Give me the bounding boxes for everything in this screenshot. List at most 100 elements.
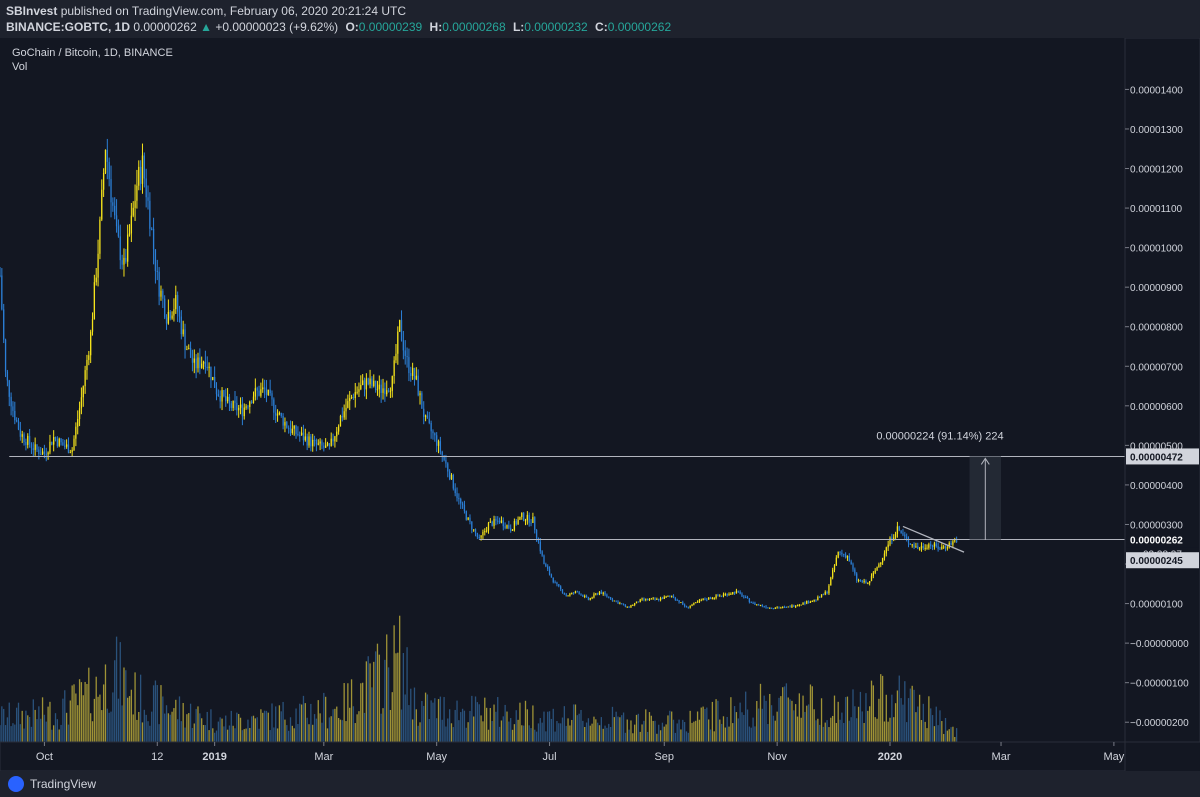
volume-bar <box>678 719 680 742</box>
candle-body <box>930 544 932 546</box>
chart-area[interactable]: 0.00000224 (91.14%) 224 0.00001400 0.0000… <box>0 37 1200 772</box>
volume-bar <box>234 728 236 742</box>
volume-bar <box>609 727 612 742</box>
author-name[interactable]: SBInvest <box>6 4 58 18</box>
volume-bar <box>602 728 604 742</box>
volume-bar <box>473 716 475 742</box>
candle-body <box>695 602 697 604</box>
candle-body <box>696 601 699 603</box>
candle-body <box>19 429 22 437</box>
candle-body <box>711 598 714 600</box>
candle-body <box>428 418 430 423</box>
volume-bar <box>545 731 547 742</box>
candle-body <box>49 441 51 453</box>
volume-bar <box>891 694 893 742</box>
candle-body <box>110 179 112 203</box>
candle-body <box>421 393 423 409</box>
volume-bar <box>247 719 249 742</box>
candle-body <box>254 388 256 397</box>
volume-bar <box>569 725 571 742</box>
candle-body <box>328 443 331 446</box>
volume-bar <box>735 712 738 742</box>
volume-bar <box>47 706 49 742</box>
volume-bar <box>204 725 207 742</box>
candle-body <box>391 376 393 391</box>
candle-body <box>591 597 593 599</box>
candle-body <box>130 215 133 234</box>
candle-body <box>141 155 144 184</box>
candle-body <box>630 605 632 608</box>
candle-body <box>28 435 31 445</box>
volume-bar <box>839 719 841 742</box>
candle-body <box>461 503 464 506</box>
candle-body <box>702 598 704 601</box>
candle-body <box>815 599 817 601</box>
volume-bar <box>138 711 140 742</box>
candle-body <box>104 149 107 173</box>
tradingview-logo-icon[interactable] <box>8 776 24 792</box>
volume-bar <box>419 722 421 742</box>
candle-body <box>826 591 828 594</box>
open-label: O: <box>345 20 359 34</box>
candle-body <box>593 594 595 598</box>
volume-bar <box>754 726 756 742</box>
volume-bar <box>354 723 356 742</box>
volume-bar <box>171 711 173 742</box>
volume-bar <box>595 719 597 742</box>
volume-bar <box>730 697 732 742</box>
volume-bar <box>560 723 562 742</box>
candle-body <box>761 604 763 607</box>
candle-body <box>922 545 924 549</box>
volume-bar <box>265 710 268 742</box>
candle-body <box>53 437 55 445</box>
candle-body <box>578 591 580 595</box>
candle-body <box>782 606 784 608</box>
volume-bar <box>225 715 227 742</box>
volume-bar <box>907 698 910 742</box>
candle-body <box>352 397 355 399</box>
candle-body <box>756 604 758 606</box>
candle-body <box>597 593 599 595</box>
candle-body <box>374 380 377 391</box>
volume-bar <box>819 724 821 742</box>
candle-body <box>511 529 514 531</box>
candle-body <box>828 585 830 594</box>
volume-bar <box>397 652 399 742</box>
volume-bar <box>785 683 788 742</box>
volume-bar <box>931 715 934 742</box>
candle-body <box>252 396 255 403</box>
candle-body <box>491 521 493 526</box>
candle-body <box>482 532 484 536</box>
volume-bar <box>411 719 414 742</box>
candle-body <box>62 442 64 446</box>
volume-bar <box>654 720 656 742</box>
candle-body <box>547 566 549 570</box>
volume-bar <box>743 714 745 742</box>
volume-bar <box>621 715 623 742</box>
volume-bar <box>304 703 306 742</box>
price-chart[interactable]: 0.00000224 (91.14%) 224 0.00001400 0.0000… <box>0 37 1200 772</box>
volume-bar <box>206 711 208 742</box>
candle-body <box>909 543 912 545</box>
volume-bar <box>706 707 708 742</box>
time-axis-panel[interactable] <box>0 741 1126 772</box>
volume-bar <box>448 709 451 742</box>
candle-body <box>806 600 808 604</box>
candle-body <box>915 546 917 548</box>
price-axis-panel[interactable] <box>1124 37 1200 743</box>
candle-body <box>598 591 601 595</box>
candle-body <box>728 594 730 596</box>
volume-bar <box>643 720 645 742</box>
candle-body <box>221 390 223 402</box>
candle-body <box>730 593 732 595</box>
candle-body <box>387 390 390 392</box>
volume-bar <box>458 720 460 742</box>
candle-body <box>456 493 458 499</box>
volume-bar <box>556 721 558 742</box>
volume-bar <box>424 692 427 742</box>
volume-indicator-label: Vol <box>12 61 27 73</box>
brand-label[interactable]: TradingView <box>30 777 97 791</box>
close-label: C: <box>595 20 608 34</box>
volume-bar <box>325 696 327 742</box>
volume-bar <box>532 705 534 742</box>
